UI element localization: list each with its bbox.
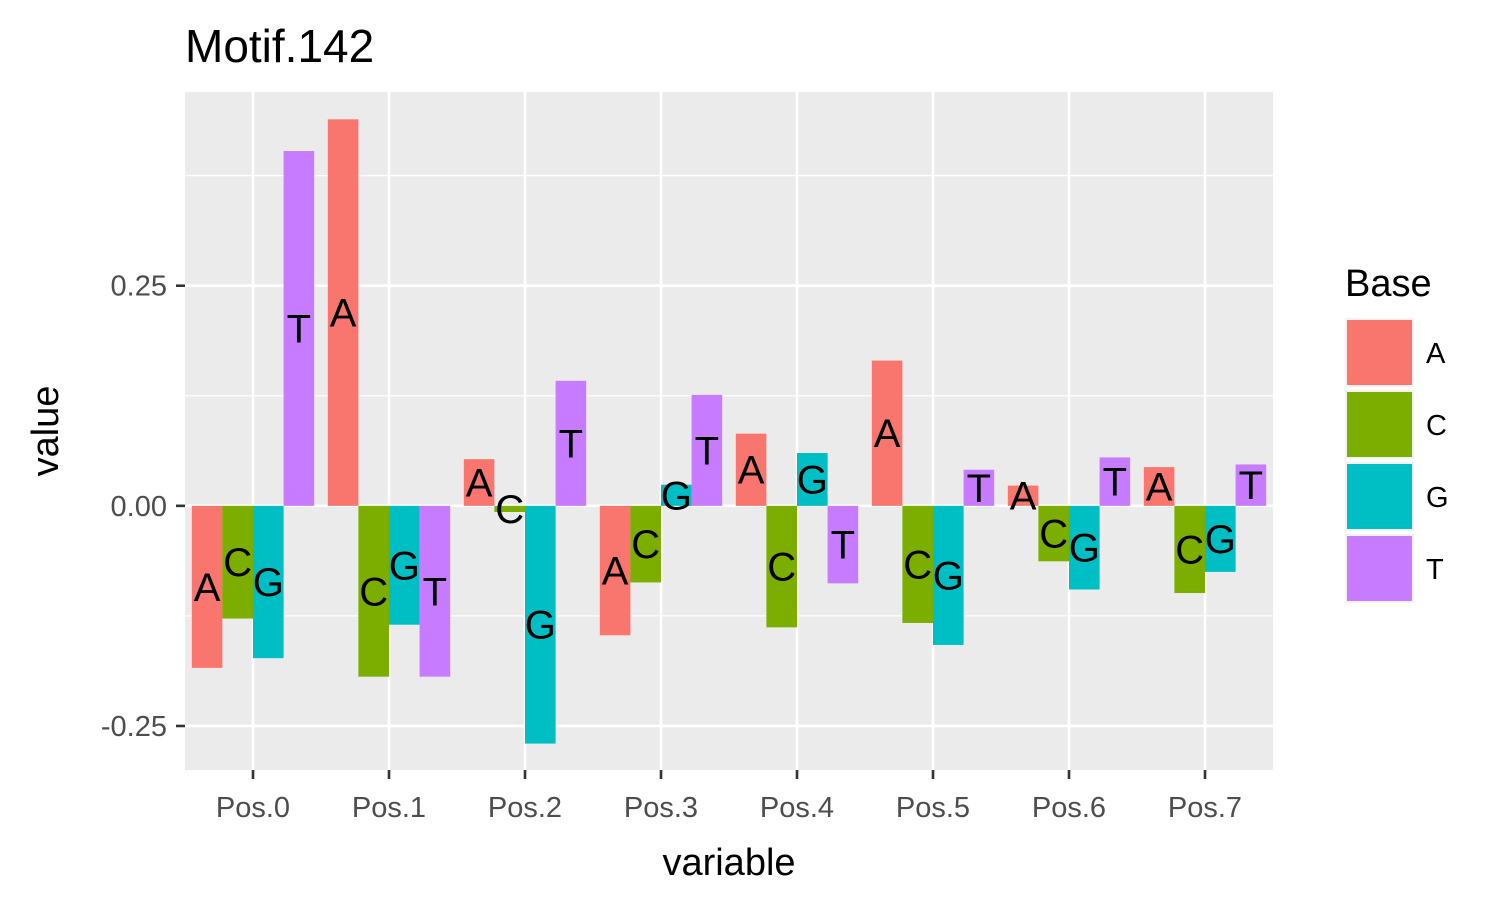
bar [735, 433, 767, 506]
bar-label: C [1039, 513, 1068, 557]
bar-label: C [767, 546, 796, 590]
legend-label: G [1426, 482, 1449, 514]
chart-title: Motif.142 [185, 20, 374, 72]
bar [1007, 485, 1039, 506]
legend: Base A C G T [1345, 263, 1449, 603]
bar [933, 505, 964, 645]
bar-label: A [466, 462, 493, 506]
bar-label: T [287, 307, 311, 351]
legend-title: Base [1345, 263, 1432, 305]
x-tick-label: Pos.6 [1032, 792, 1106, 824]
bar [191, 505, 223, 668]
bar-label: C [631, 523, 660, 567]
bar [389, 505, 420, 625]
bar-label: T [559, 422, 583, 466]
y-axis-title: value [25, 386, 67, 477]
bar [1099, 457, 1131, 506]
x-axis: Pos.0 Pos.1 Pos.2 Pos.3 Pos.4 Pos.5 Pos.6 Pos.7 [216, 770, 1242, 824]
bar [525, 505, 556, 744]
x-tick-label: Pos.4 [760, 792, 834, 824]
bar-label: T [1239, 464, 1263, 508]
bar-label: C [359, 570, 388, 614]
bar-label: C [223, 541, 252, 585]
bar [691, 394, 723, 506]
major-gridlines [185, 92, 1273, 770]
bar [827, 505, 859, 584]
x-axis-title: variable [662, 842, 795, 884]
x-tick-label: Pos.3 [624, 792, 698, 824]
legend-swatch [1347, 320, 1412, 385]
bar-label: T [423, 570, 447, 614]
bar-label: C [903, 543, 932, 587]
bar [222, 505, 253, 619]
bar [1069, 505, 1100, 590]
bar-label: A [330, 292, 357, 336]
bars [191, 119, 1267, 744]
bar-label: T [1103, 461, 1127, 505]
bar [766, 505, 797, 628]
bar-label: G [933, 554, 964, 598]
bar-label: A [1010, 475, 1037, 519]
bar [358, 505, 389, 677]
bar [283, 150, 315, 506]
y-tick-label: -0.25 [101, 711, 167, 743]
legend-swatch [1347, 392, 1412, 457]
bar-label: A [194, 566, 221, 610]
bar [1038, 505, 1069, 562]
bar-label: G [389, 544, 420, 588]
bar [963, 469, 995, 506]
bar-label: T [967, 467, 991, 511]
legend-swatch [1347, 536, 1412, 601]
y-axis: -0.25 0.00 0.25 [101, 271, 185, 743]
bar [1235, 464, 1267, 506]
bar-label: G [525, 604, 556, 648]
bar [902, 505, 933, 623]
bar-label: T [831, 524, 855, 568]
bar-label: C [1175, 528, 1204, 572]
bar-label: G [1205, 518, 1236, 562]
bar [871, 360, 903, 506]
y-tick-label: 0.00 [111, 491, 167, 523]
bar-label: G [797, 458, 828, 502]
bar-label: A [1146, 465, 1173, 509]
bar [253, 505, 284, 659]
bar [599, 505, 631, 636]
bar-label: T [695, 429, 719, 473]
legend-swatch [1347, 464, 1412, 529]
bar [327, 119, 359, 506]
bar-label: A [738, 449, 765, 493]
bar-label: A [602, 550, 629, 594]
bar [1143, 467, 1175, 506]
x-tick-label: Pos.0 [216, 792, 290, 824]
bar-label: G [1069, 527, 1100, 571]
x-tick-label: Pos.7 [1168, 792, 1242, 824]
bar [797, 453, 828, 506]
bar-label: C [495, 488, 524, 532]
bar-label: A [874, 412, 901, 456]
legend-label: T [1426, 554, 1444, 586]
bar [1205, 505, 1236, 572]
bar [463, 459, 495, 506]
y-tick-label: 0.25 [111, 271, 167, 303]
x-tick-label: Pos.2 [488, 792, 562, 824]
x-tick-label: Pos.5 [896, 792, 970, 824]
bar-label: G [253, 561, 284, 605]
legend-label: C [1426, 410, 1447, 442]
bar [419, 505, 451, 677]
bar [661, 484, 692, 506]
bar [494, 505, 525, 513]
bar [630, 505, 661, 583]
bar [555, 380, 587, 506]
bar-label: G [661, 474, 692, 518]
legend-label: A [1426, 338, 1446, 370]
x-tick-label: Pos.1 [352, 792, 426, 824]
bar [1174, 505, 1205, 594]
